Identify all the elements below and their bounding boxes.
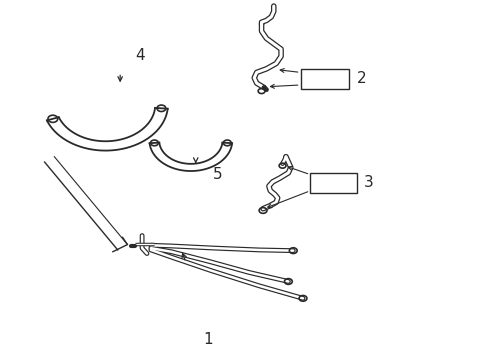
Text: 5: 5 [212,167,222,183]
Text: 2: 2 [356,71,366,86]
Text: 3: 3 [363,175,373,190]
Bar [300,69,348,89]
Text: 4: 4 [135,49,144,63]
Text: 1: 1 [203,332,212,347]
Bar [310,173,356,193]
